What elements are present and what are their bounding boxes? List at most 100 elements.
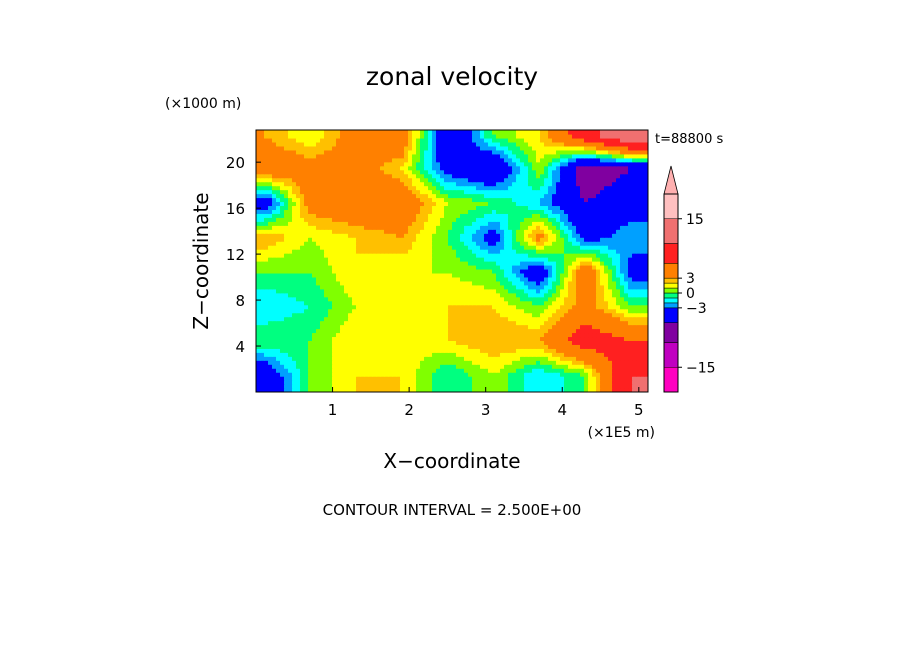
heatmap-cell	[612, 280, 617, 286]
heatmap-cell	[596, 356, 601, 361]
heatmap-cell	[604, 312, 609, 318]
heatmap-cell	[428, 253, 433, 258]
heatmap-cell	[556, 237, 561, 242]
heatmap-cell	[492, 312, 497, 318]
heatmap-cell	[540, 360, 545, 365]
heatmap-cell	[428, 268, 433, 274]
heatmap-cell	[376, 288, 381, 294]
heatmap-cell	[452, 268, 457, 274]
heatmap-cell	[452, 332, 457, 338]
heatmap-cell	[556, 280, 561, 286]
heatmap-cell	[588, 312, 593, 318]
heatmap-cell	[612, 189, 617, 195]
heatmap-cell	[428, 205, 433, 210]
heatmap-cell	[608, 189, 613, 195]
heatmap-cell	[456, 348, 461, 353]
heatmap-cell	[572, 308, 577, 314]
heatmap-cell	[380, 300, 385, 306]
heatmap-cell	[360, 257, 365, 262]
heatmap-cell	[356, 340, 361, 345]
heatmap-cell	[464, 364, 469, 369]
heatmap-cell	[536, 328, 541, 334]
heatmap-cell	[616, 280, 621, 286]
heatmap-cell	[584, 217, 589, 222]
heatmap-cell	[616, 272, 621, 278]
heatmap-cell	[288, 264, 293, 270]
heatmap-cell	[260, 388, 265, 392]
heatmap-cell	[408, 336, 413, 341]
heatmap-cell	[408, 332, 413, 338]
heatmap-cell	[348, 352, 353, 357]
heatmap-cell	[628, 268, 633, 274]
heatmap-cell	[600, 364, 605, 369]
heatmap-cell	[364, 316, 369, 322]
heatmap-cell	[636, 300, 641, 306]
heatmap-cell	[284, 360, 289, 365]
heatmap-cell	[452, 257, 457, 262]
heatmap-cell	[332, 356, 337, 361]
heatmap-cell	[436, 360, 441, 365]
heatmap-cell	[332, 328, 337, 334]
heatmap-cell	[388, 352, 393, 357]
heatmap-cell	[328, 197, 333, 203]
heatmap-cell	[356, 213, 361, 218]
heatmap-cell	[280, 320, 285, 326]
heatmap-cell	[632, 237, 637, 242]
heatmap-cell	[612, 268, 617, 274]
heatmap-cell	[364, 213, 369, 218]
heatmap-cell	[288, 372, 293, 377]
heatmap-cell	[412, 257, 417, 262]
heatmap-cell	[344, 316, 349, 322]
heatmap-cell	[532, 324, 537, 330]
heatmap-cell	[284, 280, 289, 286]
heatmap-cell	[428, 336, 433, 341]
heatmap-cell	[604, 384, 609, 389]
heatmap-cell	[400, 193, 405, 199]
heatmap-cell	[340, 296, 345, 302]
heatmap-cell	[536, 217, 541, 222]
heatmap-cell	[544, 229, 549, 234]
heatmap-cell	[260, 328, 265, 334]
heatmap-cell	[516, 264, 521, 270]
heatmap-cell	[348, 312, 353, 318]
heatmap-cell	[432, 249, 437, 254]
heatmap-cell	[524, 308, 529, 314]
heatmap-cell	[320, 189, 325, 195]
heatmap-cell	[512, 284, 517, 290]
heatmap-cell	[596, 296, 601, 302]
heatmap-cell	[468, 193, 473, 199]
heatmap-cell	[536, 221, 541, 226]
heatmap-cell	[284, 253, 289, 258]
heatmap-cell	[304, 205, 309, 210]
heatmap-cell	[360, 237, 365, 242]
heatmap-cell	[628, 328, 633, 334]
heatmap-cell	[408, 280, 413, 286]
heatmap-cell	[496, 249, 501, 254]
heatmap-cell	[444, 197, 449, 203]
heatmap-cell	[568, 237, 573, 242]
heatmap-cell	[500, 324, 505, 330]
heatmap-cell	[460, 209, 465, 214]
heatmap-cell	[296, 249, 301, 254]
heatmap-cell	[384, 364, 389, 369]
heatmap-cell	[432, 316, 437, 322]
heatmap-cell	[264, 368, 269, 373]
heatmap-cell	[612, 233, 617, 238]
heatmap-cell	[480, 288, 485, 294]
heatmap-cell	[436, 237, 441, 242]
heatmap-cell	[348, 376, 353, 381]
heatmap-cell	[628, 312, 633, 318]
heatmap-cell	[540, 372, 545, 377]
heatmap-cell	[552, 340, 557, 345]
heatmap-cell	[600, 344, 605, 349]
heatmap-cell	[520, 261, 525, 266]
heatmap-cell	[432, 209, 437, 214]
heatmap-cell	[576, 388, 581, 392]
heatmap-cell	[564, 257, 569, 262]
heatmap-cell	[620, 245, 625, 250]
heatmap-cell	[272, 368, 277, 373]
heatmap-cell	[260, 352, 265, 357]
heatmap-cell	[436, 268, 441, 274]
heatmap-cell	[460, 304, 465, 310]
heatmap-cell	[424, 324, 429, 330]
